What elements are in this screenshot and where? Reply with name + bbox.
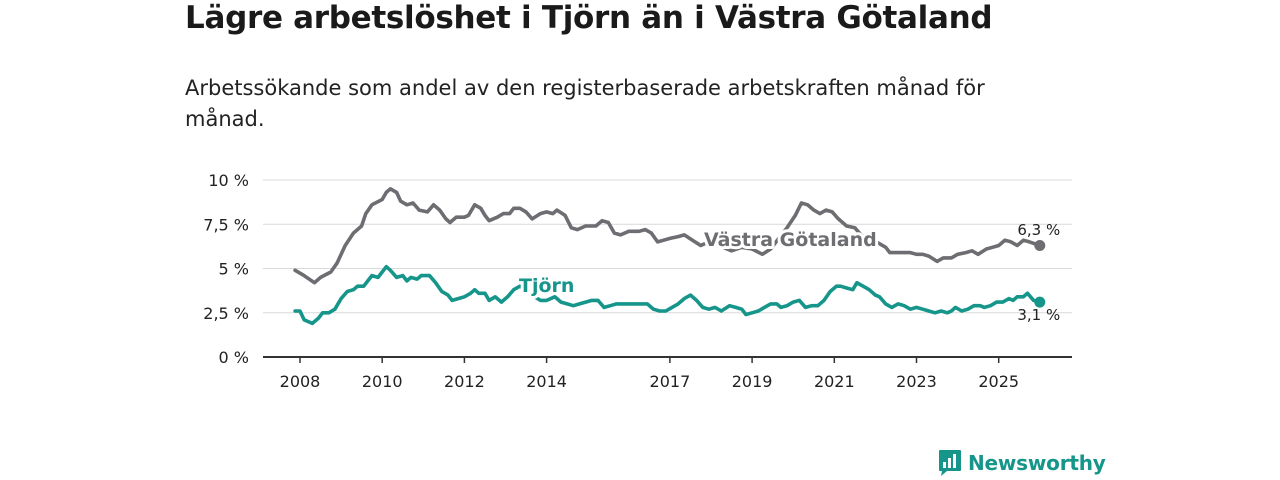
y-tick-label: 5 % <box>219 260 249 279</box>
series-line-0 <box>293 187 1042 285</box>
newsworthy-logo: Newsworthy <box>938 449 1106 477</box>
series-line-1 <box>293 264 1042 326</box>
x-tick-label: 2008 <box>280 372 321 391</box>
x-tick-label: 2017 <box>650 372 691 391</box>
y-tick-label: 2,5 % <box>203 304 249 323</box>
x-tick-label: 2025 <box>978 372 1019 391</box>
x-tick-label: 2023 <box>896 372 937 391</box>
series-end-label-0: 6,3 % <box>1017 221 1060 239</box>
y-tick-label: 7,5 % <box>203 215 249 234</box>
x-tick-label: 2019 <box>732 372 773 391</box>
series-name-label-0: Västra Götaland <box>704 229 877 251</box>
x-tick-label: 2014 <box>526 372 567 391</box>
y-tick-label: 0 % <box>219 348 249 367</box>
brand-name: Newsworthy <box>968 451 1106 475</box>
bar-chart-icon <box>939 450 961 476</box>
chart-subtitle: Arbetssökande som andel av den registerb… <box>185 76 985 131</box>
series-end-dot-1 <box>1034 296 1046 308</box>
series-end-label-1: 3,1 % <box>1017 306 1060 324</box>
x-tick-label: 2010 <box>362 372 403 391</box>
x-tick-label: 2021 <box>814 372 855 391</box>
series-end-dot-0 <box>1034 239 1046 251</box>
x-tick-label: 2012 <box>444 372 485 391</box>
chart-title: Lägre arbetslöshet i Tjörn än i Västra G… <box>185 0 993 36</box>
y-tick-label: 10 % <box>208 171 249 190</box>
series-name-label-1: Tjörn <box>519 275 574 297</box>
